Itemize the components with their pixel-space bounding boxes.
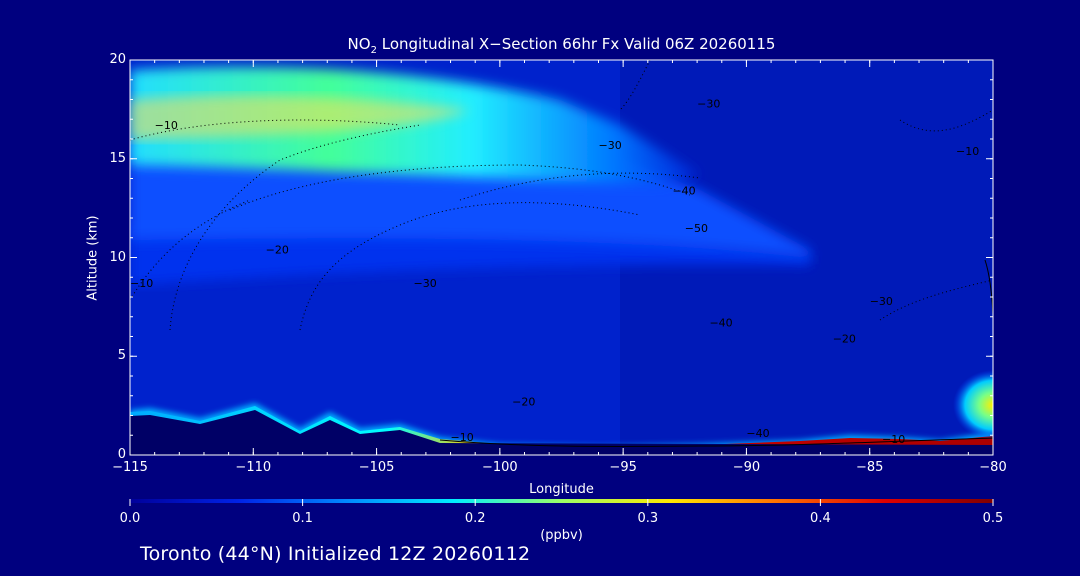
y-tick-label: 5 [117,348,126,364]
colorbar-tick-label: 0.2 [464,511,486,526]
colorbar [130,499,993,503]
contour-label: −30 [598,139,621,152]
colorbar-tick-label: 0.5 [982,511,1004,526]
axis-ticks [129,59,994,456]
contour-label: −40 [746,427,769,440]
x-tick-label: −115 [112,460,148,475]
contour-label: −50 [685,222,708,235]
y-axis-label: Altitude (km) [85,215,101,301]
contour-label: −10 [882,433,905,446]
contour-label: −10 [130,277,153,290]
contour-label: −30 [870,295,893,308]
colorbar-tick-label: 0.3 [637,511,659,526]
x-tick-label: −110 [235,460,272,475]
y-tick-label: 0 [117,447,126,462]
x-tick-label: −85 [855,460,884,475]
temperature-contours [130,60,993,331]
x-tick-label: −80 [979,460,1007,475]
y-tick-label: 15 [109,150,126,166]
heatmap-field [130,60,993,455]
colorbar-tick-label: 0.4 [810,511,831,526]
colorbar-tick-label: 0.1 [292,511,313,526]
colorbar-tick-label: 0.0 [119,511,141,526]
contour-labels: −10 −20 −30 −40 −50 −40 −30 −30 −20 −20 −10 −10 −30 −… [130,97,979,446]
colorbar-label: (ppbv) [540,528,583,543]
field-plume [953,370,993,440]
colorbar-ticks [129,499,994,506]
y-tick-label: 10 [109,249,126,265]
x-tick-label: −105 [358,460,395,475]
x-tick-label: −90 [732,460,761,475]
contour-label: −40 [709,317,732,330]
contour-label: −40 [672,184,695,197]
field-band-core [130,95,470,140]
x-tick-label: −95 [609,460,637,475]
chart-title: NO2 Longitudinal X−Section 66hr Fx Valid… [347,35,776,56]
x-axis-label: Longitude [529,482,594,497]
y-tick-label: 20 [109,52,126,67]
contour-label: −30 [414,277,437,290]
contour-label: −10 [956,145,979,158]
contour-label: −20 [833,332,856,345]
contour-label: −30 [697,97,720,110]
contour-label: −20 [266,244,289,257]
footer-caption: Toronto (44°N) Initialized 12Z 20260112 [140,543,531,565]
contour-label: −10 [155,119,178,132]
field-terrain [130,410,993,455]
x-tick-label: −100 [481,460,518,475]
contour-label: −20 [512,396,535,409]
contour-label: −10 [451,431,474,444]
